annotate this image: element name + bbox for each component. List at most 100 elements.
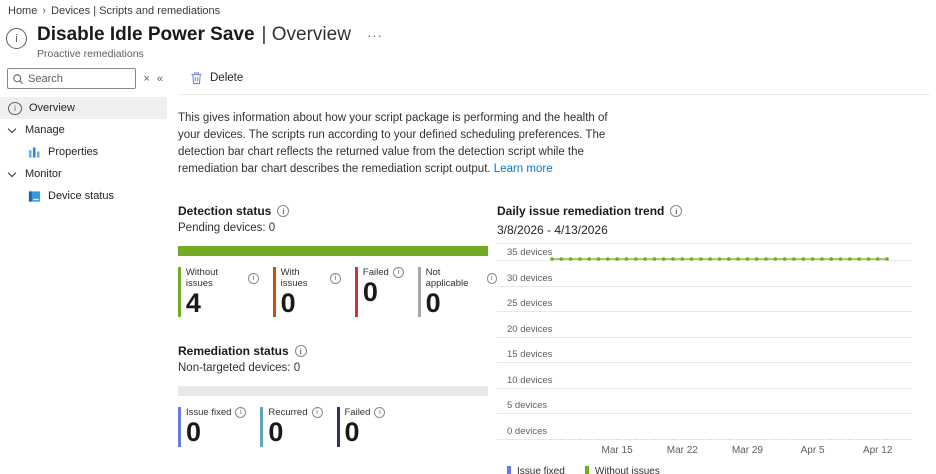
stat-remediation-failed: Failed 0	[336, 407, 386, 448]
search-icon	[13, 73, 24, 84]
chart-gridline-row: 30 devices	[497, 261, 912, 287]
sidebar-group-label: Monitor	[25, 168, 62, 180]
detection-stats: Without issues 4 With issues 0	[178, 267, 497, 317]
stat-label: Without issues	[185, 267, 219, 290]
page-title-suffix: | Overview	[261, 24, 351, 45]
learn-more-link[interactable]: Learn more	[493, 163, 553, 176]
chart-y-tick: 5 devices	[507, 400, 548, 412]
search-box[interactable]	[7, 68, 137, 89]
detection-status-title: Detection status	[178, 204, 272, 219]
legend-without-issues: Without issues 35	[584, 465, 660, 474]
sidebar-item-label: Device status	[48, 190, 115, 202]
breadcrumb-current[interactable]: Devices | Scripts and remediations	[51, 5, 221, 17]
legend-label: Issue fixed	[517, 465, 565, 474]
chart-x-tick: Apr 5	[800, 444, 825, 456]
stat-label: Recurred	[268, 407, 308, 419]
trend-chart: 35 devices 30 devices 25 devices 20 devices…	[497, 243, 912, 440]
stat-accent-bar	[336, 407, 340, 447]
overview-description: This gives information about how your sc…	[178, 110, 612, 178]
breadcrumb-home[interactable]: Home	[8, 5, 38, 17]
chevron-down-icon	[7, 168, 17, 177]
info-icon[interactable]	[330, 272, 341, 284]
info-icon[interactable]	[670, 205, 683, 218]
delete-button[interactable]: Delete	[190, 71, 243, 85]
status-column: Detection status Pending devices: 0 With…	[178, 204, 497, 474]
stat-accent-bar	[354, 267, 358, 318]
sidebar-item-device-status[interactable]: Device status	[0, 185, 167, 207]
stat-label: With issues	[280, 267, 308, 290]
info-icon[interactable]	[248, 272, 259, 284]
info-icon[interactable]	[392, 267, 404, 279]
sidebar-nav: Overview Manage Properties	[0, 97, 167, 207]
device-status-icon	[27, 190, 41, 203]
sidebar: × « Overview Manage	[0, 66, 167, 474]
chart-gridline-row: 25 devices	[497, 287, 912, 313]
overview-info-icon	[8, 101, 22, 115]
stat-issue-fixed: Issue fixed 0	[178, 407, 247, 447]
stat-value: 0	[268, 417, 284, 448]
sidebar-group-monitor[interactable]: Monitor	[0, 163, 167, 185]
chart-y-tick: 35 devices	[507, 247, 553, 259]
info-icon[interactable]	[311, 407, 323, 419]
sidebar-collapse-icon[interactable]: «	[156, 72, 163, 85]
stat-with-issues: With issues 0	[272, 267, 341, 319]
sidebar-search-row: × «	[0, 66, 167, 95]
info-icon[interactable]	[294, 345, 307, 358]
chevron-down-icon	[7, 124, 17, 133]
stat-failed: Failed 0	[354, 267, 404, 318]
sidebar-item-overview[interactable]: Overview	[0, 97, 167, 119]
legend-accent-bar	[507, 465, 511, 474]
stat-value: 0	[280, 288, 296, 319]
info-circle-icon	[6, 28, 27, 49]
search-clear-icon[interactable]: ×	[143, 72, 150, 85]
stat-value: 0	[425, 288, 441, 319]
remediation-status-title: Remediation status	[178, 344, 289, 359]
chart-legend: Issue fixed 0 Without issues 35	[497, 465, 914, 474]
chart-y-tick: 30 devices	[507, 272, 553, 284]
chart-x-axis: Mar 15 Mar 22 Mar 29 Apr 5 Apr 12	[497, 440, 912, 458]
chart-column: Daily issue remediation trend 3/8/2026 -…	[497, 204, 914, 474]
properties-icon	[27, 146, 41, 159]
page-header: Disable Idle Power Save | Overview ··· P…	[0, 17, 936, 60]
remediation-status-section: Remediation status Non-targeted devices:…	[178, 344, 497, 448]
chart-x-tick: Mar 22	[666, 444, 698, 456]
chart-x-tick: Mar 15	[601, 444, 633, 456]
legend-label: Without issues	[594, 465, 660, 474]
info-icon[interactable]	[235, 407, 247, 419]
trash-icon	[191, 72, 202, 85]
sidebar-item-properties[interactable]: Properties	[0, 141, 167, 163]
toolbar-divider	[178, 94, 930, 95]
breadcrumb: Home › Devices | Scripts and remediations	[0, 0, 936, 17]
chart-x-tick: Mar 29	[731, 444, 763, 456]
toolbar: Delete	[178, 66, 936, 90]
sidebar-group-label: Manage	[25, 124, 65, 136]
search-input[interactable]	[28, 72, 132, 85]
chart-gridline-row: 35 devices	[497, 244, 912, 262]
stat-accent-bar	[417, 267, 421, 318]
info-icon[interactable]	[374, 407, 386, 419]
more-options-icon[interactable]: ···	[366, 27, 383, 43]
legend-issue-fixed: Issue fixed 0	[507, 465, 565, 474]
stat-not-applicable: Not applicable 0	[417, 267, 497, 319]
chart-y-tick: 20 devices	[507, 323, 553, 335]
info-icon[interactable]	[277, 205, 290, 218]
chart-y-tick: 0 devices	[507, 425, 548, 437]
remediation-status-bar	[178, 386, 488, 397]
description-text: This gives information about how your sc…	[178, 112, 608, 176]
info-icon[interactable]	[486, 272, 497, 284]
chart-y-tick: 10 devices	[507, 374, 553, 386]
sidebar-group-manage[interactable]: Manage	[0, 119, 167, 141]
trend-chart-section: Daily issue remediation trend 3/8/2026 -…	[497, 204, 914, 474]
stat-value: 0	[362, 277, 378, 308]
remediation-stats: Issue fixed 0 Recurred 0	[178, 407, 497, 448]
stat-value: 0	[344, 417, 360, 448]
chart-gridline-row: 0 devices	[497, 414, 912, 440]
page-subtitle: Proactive remediations	[37, 48, 144, 60]
breadcrumb-separator-icon: ›	[42, 5, 47, 17]
stat-value: 4	[185, 288, 201, 319]
stat-recurred: Recurred 0	[260, 407, 323, 448]
stat-without-issues: Without issues 4	[178, 267, 259, 317]
page-title: Disable Idle Power Save	[37, 24, 255, 45]
sidebar-item-label: Overview	[29, 102, 75, 114]
